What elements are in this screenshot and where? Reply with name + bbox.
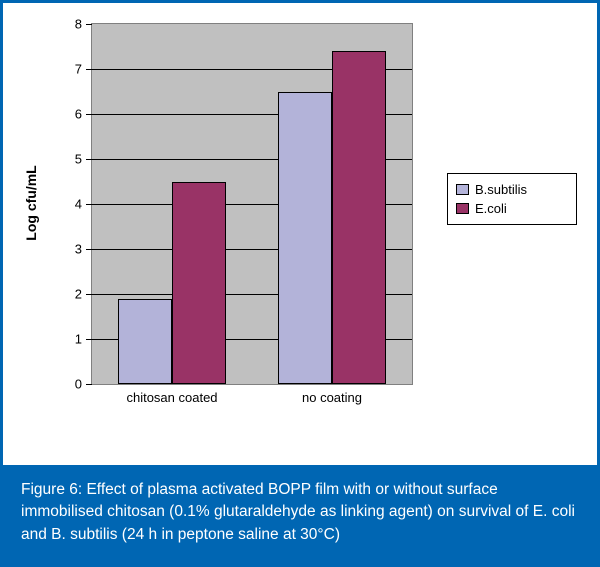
y-tick — [86, 69, 92, 70]
legend-swatch — [456, 184, 469, 195]
y-tick — [86, 384, 92, 385]
y-tick-label: 3 — [75, 242, 82, 257]
bar-ecoli — [332, 51, 386, 384]
bar-ecoli — [172, 182, 226, 385]
y-tick-label: 4 — [75, 197, 82, 212]
bar-bsubtilis — [278, 92, 332, 385]
legend: B.subtilis E.coli — [447, 173, 577, 225]
y-tick — [86, 159, 92, 160]
legend-swatch — [456, 203, 469, 214]
y-tick-label: 7 — [75, 62, 82, 77]
legend-item: E.coli — [456, 199, 568, 218]
y-tick — [86, 24, 92, 25]
y-tick-label: 0 — [75, 377, 82, 392]
y-tick-label: 2 — [75, 287, 82, 302]
y-tick — [86, 294, 92, 295]
y-tick-label: 5 — [75, 152, 82, 167]
plot-area: 012345678chitosan coatedno coating — [91, 23, 413, 385]
figure-frame: Log cfu/mL 012345678chitosan coatedno co… — [0, 0, 600, 567]
y-axis-label: Log cfu/mL — [23, 165, 39, 240]
bar-bsubtilis — [118, 299, 172, 385]
legend-label: B.subtilis — [475, 182, 527, 197]
legend-item: B.subtilis — [456, 180, 568, 199]
figure-caption: Figure 6: Effect of plasma activated BOP… — [3, 465, 597, 564]
y-tick — [86, 204, 92, 205]
y-tick — [86, 114, 92, 115]
chart-zone: Log cfu/mL 012345678chitosan coatedno co… — [3, 3, 597, 465]
legend-label: E.coli — [475, 201, 507, 216]
y-tick — [86, 249, 92, 250]
y-tick — [86, 339, 92, 340]
y-tick-label: 8 — [75, 17, 82, 32]
x-tick-label: no coating — [302, 390, 362, 405]
y-tick-label: 6 — [75, 107, 82, 122]
x-tick-label: chitosan coated — [126, 390, 217, 405]
y-tick-label: 1 — [75, 332, 82, 347]
